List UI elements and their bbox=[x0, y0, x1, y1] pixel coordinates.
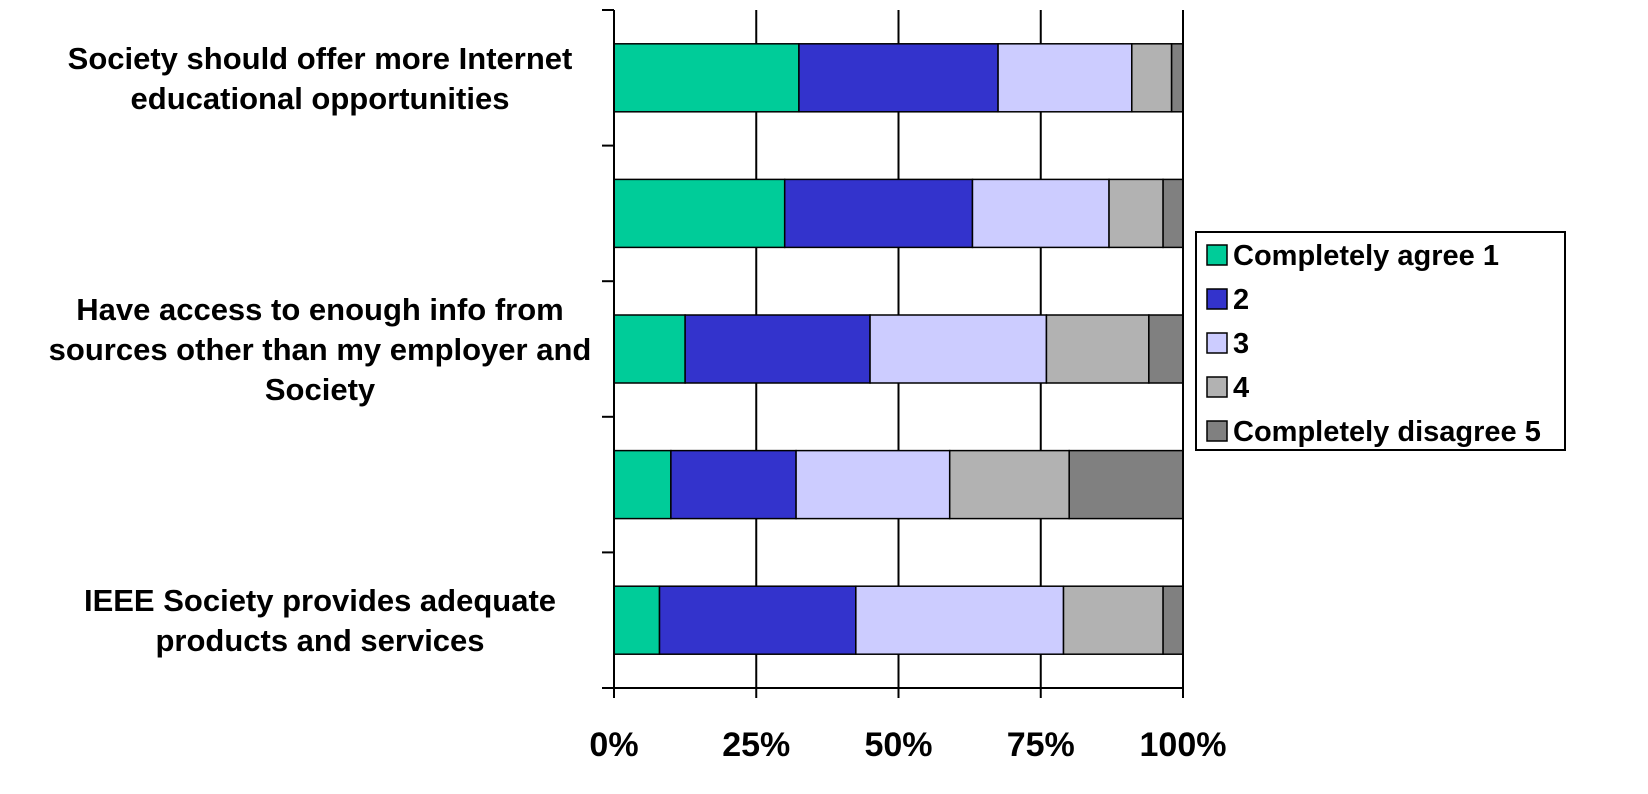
bar-segment bbox=[855, 585, 1065, 655]
bar-segment bbox=[670, 449, 797, 520]
axes bbox=[602, 9, 1184, 698]
bar-segment bbox=[971, 178, 1110, 249]
category-label: sources other than my employer and bbox=[49, 332, 592, 367]
bar-segment bbox=[1131, 43, 1173, 113]
legend-swatch bbox=[1206, 376, 1228, 398]
bar-segment bbox=[1045, 314, 1150, 384]
bar-segment bbox=[613, 178, 786, 249]
category-label: Have access to enough info from bbox=[76, 292, 564, 327]
bar-segment bbox=[948, 449, 1070, 520]
legend-swatch bbox=[1206, 420, 1228, 442]
bar-segment bbox=[798, 43, 999, 113]
legend-swatch bbox=[1206, 244, 1228, 266]
x-tick-label: 100% bbox=[1140, 726, 1227, 764]
legend-label: 3 bbox=[1233, 328, 1249, 360]
x-tick-label: 50% bbox=[864, 726, 932, 764]
legend-label: Completely disagree 5 bbox=[1233, 416, 1541, 448]
bar-segment bbox=[1148, 314, 1184, 384]
bar-segment bbox=[997, 43, 1133, 113]
legend-box bbox=[1195, 231, 1566, 451]
bar-segment bbox=[1170, 43, 1184, 113]
bar-segment bbox=[1162, 585, 1184, 655]
legend-label: 2 bbox=[1233, 284, 1249, 316]
bar-segment bbox=[1062, 585, 1164, 655]
legend-label: 4 bbox=[1233, 372, 1249, 404]
category-label: educational opportunities bbox=[131, 81, 510, 116]
bar-segment bbox=[1108, 178, 1164, 249]
bar-segment bbox=[795, 449, 951, 520]
bar-segment bbox=[658, 585, 857, 655]
legend-label: Completely agree 1 bbox=[1233, 240, 1499, 272]
category-label: Society bbox=[265, 372, 376, 407]
bar-segment bbox=[1068, 449, 1184, 520]
category-label: Society should offer more Internet bbox=[68, 41, 573, 76]
category-label: IEEE Society provides adequate bbox=[84, 583, 556, 618]
x-tick-label: 0% bbox=[589, 726, 638, 764]
bar-segment bbox=[613, 449, 672, 520]
category-label: products and services bbox=[155, 623, 484, 658]
bar-segment bbox=[783, 178, 974, 249]
bar-segment bbox=[684, 314, 871, 384]
bar-segment bbox=[1162, 178, 1184, 249]
legend: Completely agree 1 2 3 4 Completely disagree… bbox=[1195, 231, 1566, 451]
bar-segment bbox=[613, 43, 800, 113]
category-labels: Society should offer more Internet educat… bbox=[49, 41, 592, 658]
bar-segment bbox=[613, 585, 661, 655]
bars bbox=[613, 43, 1184, 655]
legend-swatch bbox=[1206, 332, 1228, 354]
legend-swatch bbox=[1206, 288, 1228, 310]
bar-segment bbox=[613, 314, 686, 384]
x-tick-labels: 0% 25% 50% 75% 100% bbox=[589, 726, 1226, 764]
x-tick-label: 25% bbox=[722, 726, 790, 764]
bar-segment bbox=[869, 314, 1048, 384]
x-tick-label: 75% bbox=[1007, 726, 1075, 764]
